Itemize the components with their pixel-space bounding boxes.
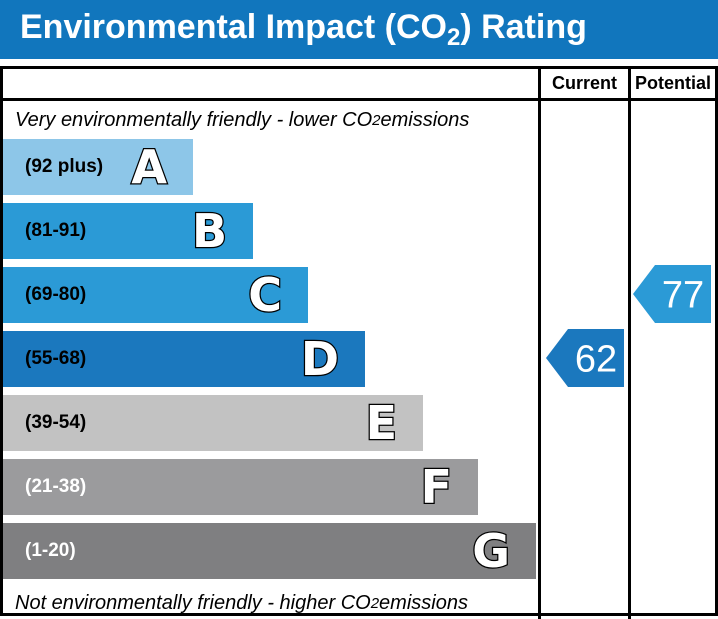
caption-top-text: Very environmentally friendly - lower CO <box>15 108 373 131</box>
band-f: (21-38) F <box>3 459 478 515</box>
potential-rating-arrow: 77 <box>633 265 711 323</box>
caption-bottom-post: emissions <box>379 592 468 614</box>
band-b-letter: B <box>191 204 229 258</box>
band-d-letter: D <box>300 332 341 386</box>
potential-rating-column: 77 <box>628 101 715 619</box>
chart-title-subscript: 2 <box>446 23 461 51</box>
current-column-header: Current <box>538 69 628 101</box>
potential-column-header: Potential <box>628 69 715 101</box>
band-d-range: (55-68) <box>25 348 87 369</box>
caption-top: Very environmentally friendly - lower CO… <box>3 101 538 139</box>
band-g-range: (1-20) <box>25 540 76 561</box>
rating-table: Current Potential Very environmentally f… <box>0 66 718 619</box>
band-c: (69-80) C <box>3 267 308 323</box>
band-row-f: (21-38) F <box>3 459 538 515</box>
band-g-letter: G <box>471 524 511 578</box>
band-b: (81-91) B <box>3 203 253 259</box>
band-c-letter: C <box>247 268 283 322</box>
caption-top-post: emissions <box>380 108 470 131</box>
chart-title-post: ) Rating <box>460 7 587 46</box>
band-row-c: (69-80) C <box>3 267 538 323</box>
band-e-range: (39-54) <box>25 412 87 433</box>
current-arrow-shape: 62 <box>546 329 624 387</box>
band-row-e: (39-54) E <box>3 395 538 451</box>
chart-title-pre: Environmental Impact (CO <box>20 7 447 46</box>
caption-bottom: Not environmentally friendly - higher CO… <box>3 587 538 619</box>
caption-top-subscript: 2 <box>372 111 381 129</box>
potential-arrow-polygon <box>633 265 711 323</box>
band-row-b: (81-91) B <box>3 203 538 259</box>
caption-bottom-text: Not environmentally friendly - higher CO <box>15 592 371 614</box>
band-row-a: (92 plus) A <box>3 139 538 195</box>
band-f-letter: F <box>419 460 453 514</box>
band-chart-area: Very environmentally friendly - lower CO… <box>3 101 538 619</box>
caption-bottom-subscript: 2 <box>370 595 380 612</box>
band-a-letter: A <box>130 140 168 194</box>
current-rating-value: 62 <box>575 339 617 381</box>
potential-arrow-shape: 77 <box>633 265 711 323</box>
band-c-range: (69-80) <box>25 284 87 305</box>
band-b-range: (81-91) <box>25 220 87 241</box>
band-d: (55-68) D <box>3 331 365 387</box>
chart-title: Environmental Impact (CO2) Rating <box>20 8 587 52</box>
band-row-d: (55-68) D <box>3 331 538 387</box>
band-a: (92 plus) A <box>3 139 193 195</box>
band-row-g: (1-20) G <box>3 523 538 579</box>
header-spacer <box>3 69 538 101</box>
potential-rating-value: 77 <box>662 275 704 317</box>
current-rating-arrow: 62 <box>546 329 624 387</box>
current-arrow-polygon <box>546 329 624 387</box>
band-f-range: (21-38) <box>25 476 87 497</box>
band-e: (39-54) E <box>3 395 423 451</box>
chart-title-bar: Environmental Impact (CO2) Rating <box>0 0 718 59</box>
band-e-letter: E <box>364 396 398 450</box>
band-g: (1-20) G <box>3 523 536 579</box>
current-rating-column: 62 <box>538 101 628 619</box>
band-a-range: (92 plus) <box>25 156 104 177</box>
